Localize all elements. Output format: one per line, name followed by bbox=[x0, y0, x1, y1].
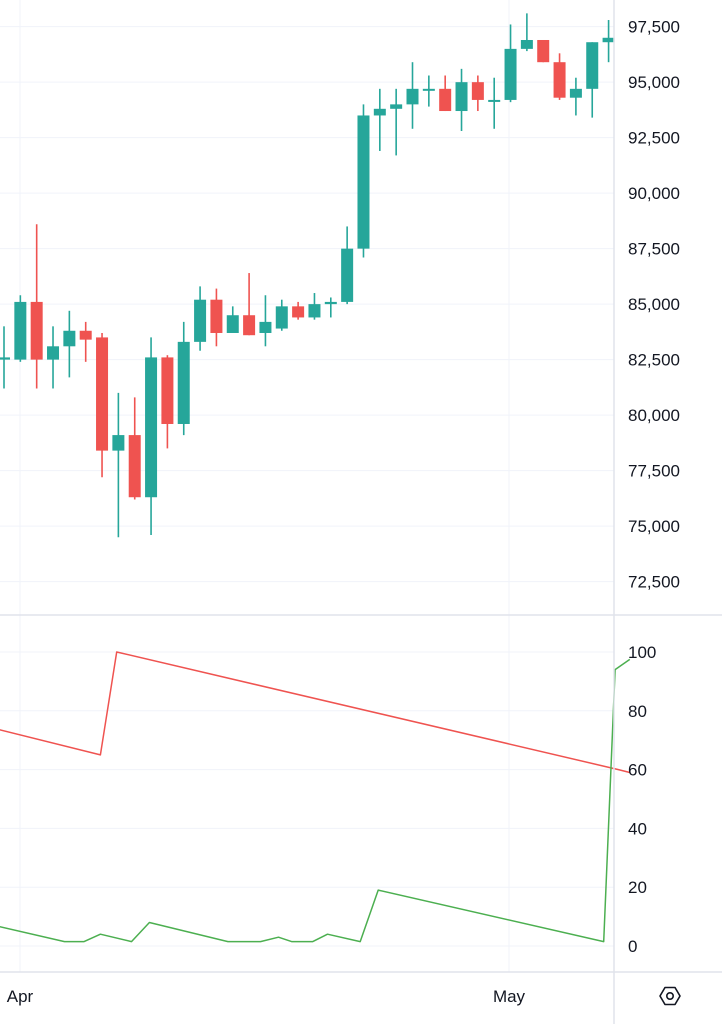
candle-body bbox=[292, 306, 305, 318]
candle-body bbox=[439, 88, 452, 112]
candle-body bbox=[471, 82, 484, 100]
candle-body bbox=[422, 88, 435, 91]
candle-body bbox=[341, 248, 354, 302]
chart-settings-button[interactable] bbox=[650, 976, 690, 1016]
candle-body bbox=[569, 88, 582, 98]
candle-body bbox=[586, 42, 599, 89]
candle-body bbox=[373, 108, 386, 116]
price-tick-label: 80,000 bbox=[628, 406, 680, 425]
candle-body bbox=[308, 304, 321, 318]
time-tick-label: Apr bbox=[7, 987, 34, 1006]
price-tick-label: 75,000 bbox=[628, 517, 680, 536]
settings-hexagon-icon bbox=[659, 986, 681, 1006]
candle-body bbox=[0, 357, 10, 360]
price-tick-label: 82,500 bbox=[628, 351, 680, 370]
candle-body bbox=[128, 435, 141, 498]
candle-body bbox=[243, 315, 256, 336]
candle-body bbox=[602, 37, 615, 43]
candle-body bbox=[406, 88, 419, 105]
price-tick-label: 72,500 bbox=[628, 573, 680, 592]
candle-body bbox=[194, 299, 207, 342]
candle-body bbox=[488, 99, 501, 102]
time-axis-labels: Apr May bbox=[7, 987, 526, 1006]
price-tick-label: 90,000 bbox=[628, 184, 680, 203]
indicator-tick-label: 60 bbox=[628, 761, 647, 780]
price-tick-label: 92,500 bbox=[628, 129, 680, 148]
candle-body bbox=[275, 306, 288, 329]
price-tick-label: 77,500 bbox=[628, 462, 680, 481]
indicator-series bbox=[0, 651, 631, 943]
candle-body bbox=[520, 39, 533, 49]
indicator-tick-label: 20 bbox=[628, 878, 647, 897]
candle-body bbox=[14, 301, 27, 360]
candle-body bbox=[47, 346, 60, 360]
price-axis-labels: 97,500 95,000 92,500 90,000 87,500 85,000 82,5… bbox=[628, 18, 680, 592]
indicator-axis-labels: 100 80 60 40 20 0 bbox=[628, 643, 656, 956]
price-tick-label: 95,000 bbox=[628, 73, 680, 92]
grid-lines bbox=[0, 0, 614, 972]
indicator-tick-label: 0 bbox=[628, 937, 637, 956]
candle-body bbox=[357, 115, 370, 249]
candle-body bbox=[226, 315, 239, 333]
candle-body bbox=[537, 39, 550, 63]
indicator-tick-label: 40 bbox=[628, 819, 647, 838]
indicator-tick-label: 80 bbox=[628, 702, 647, 721]
candle-body bbox=[455, 82, 468, 112]
price-tick-label: 97,500 bbox=[628, 18, 680, 37]
candle-body bbox=[553, 62, 566, 98]
indicator-tick-label: 100 bbox=[628, 643, 656, 662]
candle-body bbox=[79, 330, 92, 340]
indicator-line-0 bbox=[0, 651, 630, 774]
candle-body bbox=[504, 48, 517, 100]
candle-body bbox=[161, 357, 174, 424]
candle-body bbox=[30, 301, 43, 360]
candle-body bbox=[145, 357, 158, 498]
candle-body bbox=[324, 301, 337, 305]
candle-body bbox=[96, 337, 109, 451]
candle-body bbox=[177, 341, 190, 424]
price-tick-label: 87,500 bbox=[628, 240, 680, 259]
time-tick-label: May bbox=[493, 987, 526, 1006]
candle-body bbox=[112, 435, 125, 451]
candle-body bbox=[63, 330, 76, 347]
candle-body bbox=[259, 321, 272, 333]
candlestick-series bbox=[0, 13, 615, 538]
candle-body bbox=[210, 299, 223, 333]
price-tick-label: 85,000 bbox=[628, 295, 680, 314]
indicator-line-1 bbox=[0, 658, 631, 943]
candle-body bbox=[390, 104, 403, 109]
